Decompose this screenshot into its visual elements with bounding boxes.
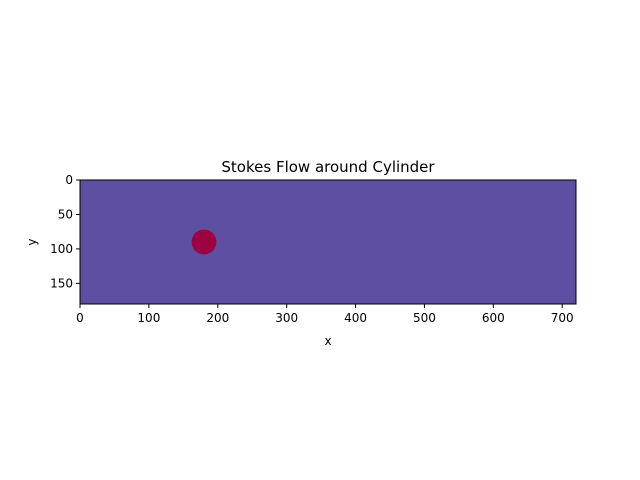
y-tick-label-2: 100 [50,242,73,256]
y-axis-label: y [25,238,39,245]
y-axis-ticks: 0 50 100 150 [50,173,80,290]
x-tick-label-4: 400 [344,311,367,325]
x-tick-label-0: 0 [76,311,84,325]
y-tick-label-1: 50 [58,207,73,221]
x-axis-ticks: 0 100 200 300 400 500 600 700 [76,304,574,325]
x-tick-label-5: 500 [413,311,436,325]
y-tick-label-0: 0 [65,173,73,187]
x-tick-label-2: 200 [206,311,229,325]
x-tick-label-6: 600 [482,311,505,325]
plot-frame [79,179,577,305]
cylinder-obstacle [191,229,217,255]
y-tick-label-3: 150 [50,276,73,290]
plot-field [80,180,576,304]
chart-title: Stokes Flow around Cylinder [221,158,435,176]
x-tick-label-7: 700 [551,311,574,325]
x-tick-label-3: 300 [275,311,298,325]
x-axis-label: x [324,334,331,348]
x-tick-label-1: 100 [137,311,160,325]
